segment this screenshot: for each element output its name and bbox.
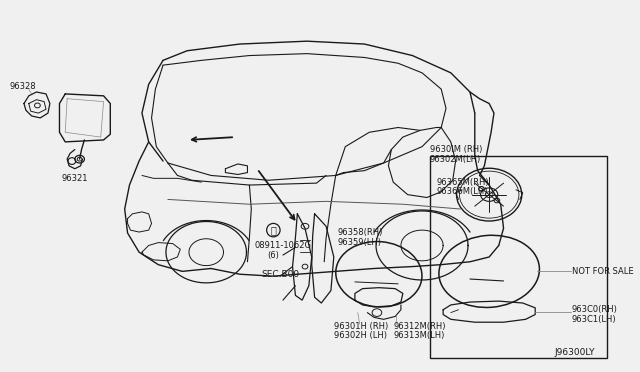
Text: SEC.B00: SEC.B00 [261, 270, 299, 279]
Text: (6): (6) [268, 251, 279, 260]
Text: 96365M(RH): 96365M(RH) [436, 178, 489, 187]
Text: 96301H (RH): 96301H (RH) [334, 321, 388, 331]
Text: 08911-1062G: 08911-1062G [254, 241, 311, 250]
Text: 96366M(LH): 96366M(LH) [436, 187, 488, 196]
Text: 96302H (LH): 96302H (LH) [334, 331, 387, 340]
Text: 96313M(LH): 96313M(LH) [393, 331, 445, 340]
Text: 9630IM (RH): 9630IM (RH) [429, 145, 482, 154]
Text: 963C1(LH): 963C1(LH) [572, 315, 616, 324]
Text: 96328: 96328 [10, 82, 36, 91]
Text: 96302M(LH): 96302M(LH) [429, 155, 481, 164]
Text: 96358(RH): 96358(RH) [338, 228, 383, 237]
Text: NOT FOR SALE: NOT FOR SALE [572, 267, 633, 276]
Text: J96300LY: J96300LY [554, 349, 595, 357]
Text: 96321: 96321 [61, 174, 88, 183]
Text: Ⓝ: Ⓝ [271, 225, 276, 235]
Bar [429, 156, 607, 358]
Text: 96359(LH): 96359(LH) [338, 238, 381, 247]
Text: 963C0(RH): 963C0(RH) [572, 305, 618, 314]
Text: 96312M(RH): 96312M(RH) [393, 321, 445, 331]
